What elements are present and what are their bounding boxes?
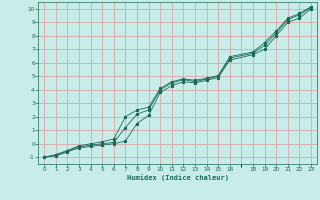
X-axis label: Humidex (Indice chaleur): Humidex (Indice chaleur) xyxy=(127,174,228,181)
